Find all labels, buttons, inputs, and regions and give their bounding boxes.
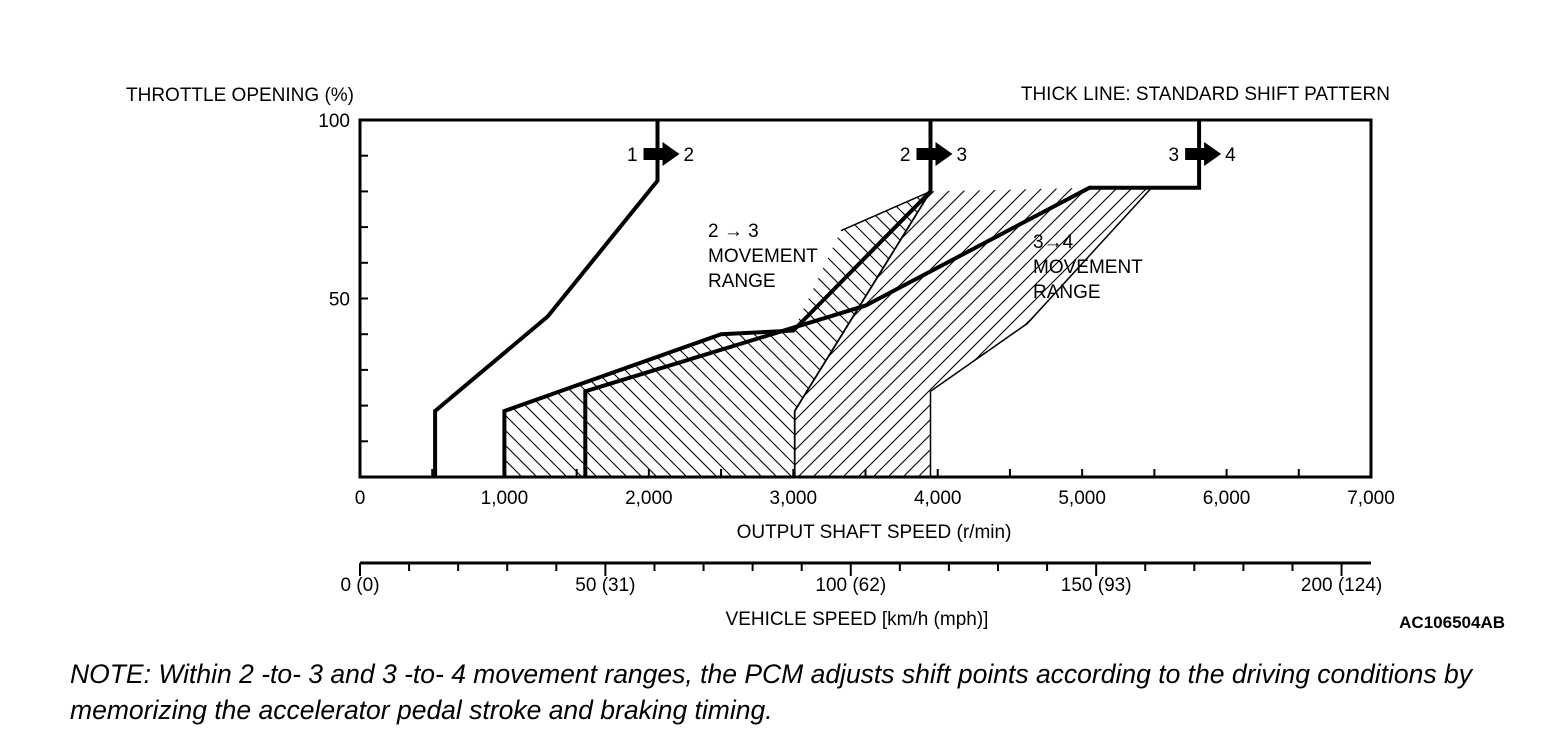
- range-3-4-hatch: [794, 187, 1152, 477]
- shift-to-label: 2: [684, 145, 695, 166]
- x-tick-label: 6,000: [1203, 488, 1251, 509]
- x-tick-label: 2,000: [625, 488, 673, 509]
- x-tick-label: 3,000: [770, 488, 818, 509]
- x2-tick-label: 200 (124): [1301, 575, 1382, 596]
- range-label-line: MOVEMENT: [708, 246, 818, 267]
- range-2-3-edge: [793, 190, 932, 477]
- range-label-line: MOVEMENT: [1033, 257, 1143, 278]
- range-label-line: RANGE: [1033, 282, 1101, 303]
- shift-arrow-icon: [916, 142, 953, 166]
- shift-to-label: 3: [956, 145, 967, 166]
- x2-tick-label: 100 (62): [815, 575, 886, 596]
- x-axis-label: OUTPUT SHAFT SPEED (r/min): [737, 522, 1012, 543]
- shift-from-label: 1: [627, 145, 638, 166]
- y-tick-label: 50: [329, 290, 350, 311]
- shift-from-label: 3: [1169, 145, 1180, 166]
- shift-line-1-2: [433, 120, 660, 477]
- x-tick-label: 4,000: [914, 488, 962, 509]
- x2-tick-label: 50 (31): [575, 575, 635, 596]
- figure-code: AC106504AB: [1399, 613, 1505, 632]
- shift-to-label: 4: [1225, 145, 1236, 166]
- shift-line-2-3: [502, 120, 933, 477]
- shift-arrow-icon: [643, 142, 680, 166]
- x2-axis-label: VEHICLE SPEED [km/h (mph)]: [726, 609, 989, 630]
- shift-from-label: 2: [900, 145, 911, 166]
- shift-arrow-icon: [1185, 142, 1222, 166]
- x-tick-label: 5,000: [1058, 488, 1106, 509]
- x2-tick-label: 150 (93): [1061, 575, 1132, 596]
- x2-tick-label: 0 (0): [340, 575, 379, 596]
- y-axis-label: THROTTLE OPENING (%): [126, 85, 354, 106]
- range-label-line: 3→4: [1033, 232, 1074, 253]
- range-2-3-boundary: [840, 190, 931, 232]
- shift-line-3-4: [583, 120, 1202, 477]
- x-tick-label: 1,000: [481, 488, 529, 509]
- range-3-4-boundary: [929, 187, 1153, 477]
- legend-note: THICK LINE: STANDARD SHIFT PATTERN: [1021, 84, 1390, 105]
- range-label-line: RANGE: [708, 271, 776, 292]
- y-tick-label: 100: [318, 111, 350, 132]
- x-tick-label: 7,000: [1347, 488, 1395, 509]
- note-text: NOTE: Within 2 -to- 3 and 3 -to- 4 movem…: [70, 659, 1472, 725]
- range-label-line: 2 → 3: [708, 221, 759, 242]
- x-tick-label: 0: [355, 488, 366, 509]
- range-2-3-hatch: [504, 191, 931, 477]
